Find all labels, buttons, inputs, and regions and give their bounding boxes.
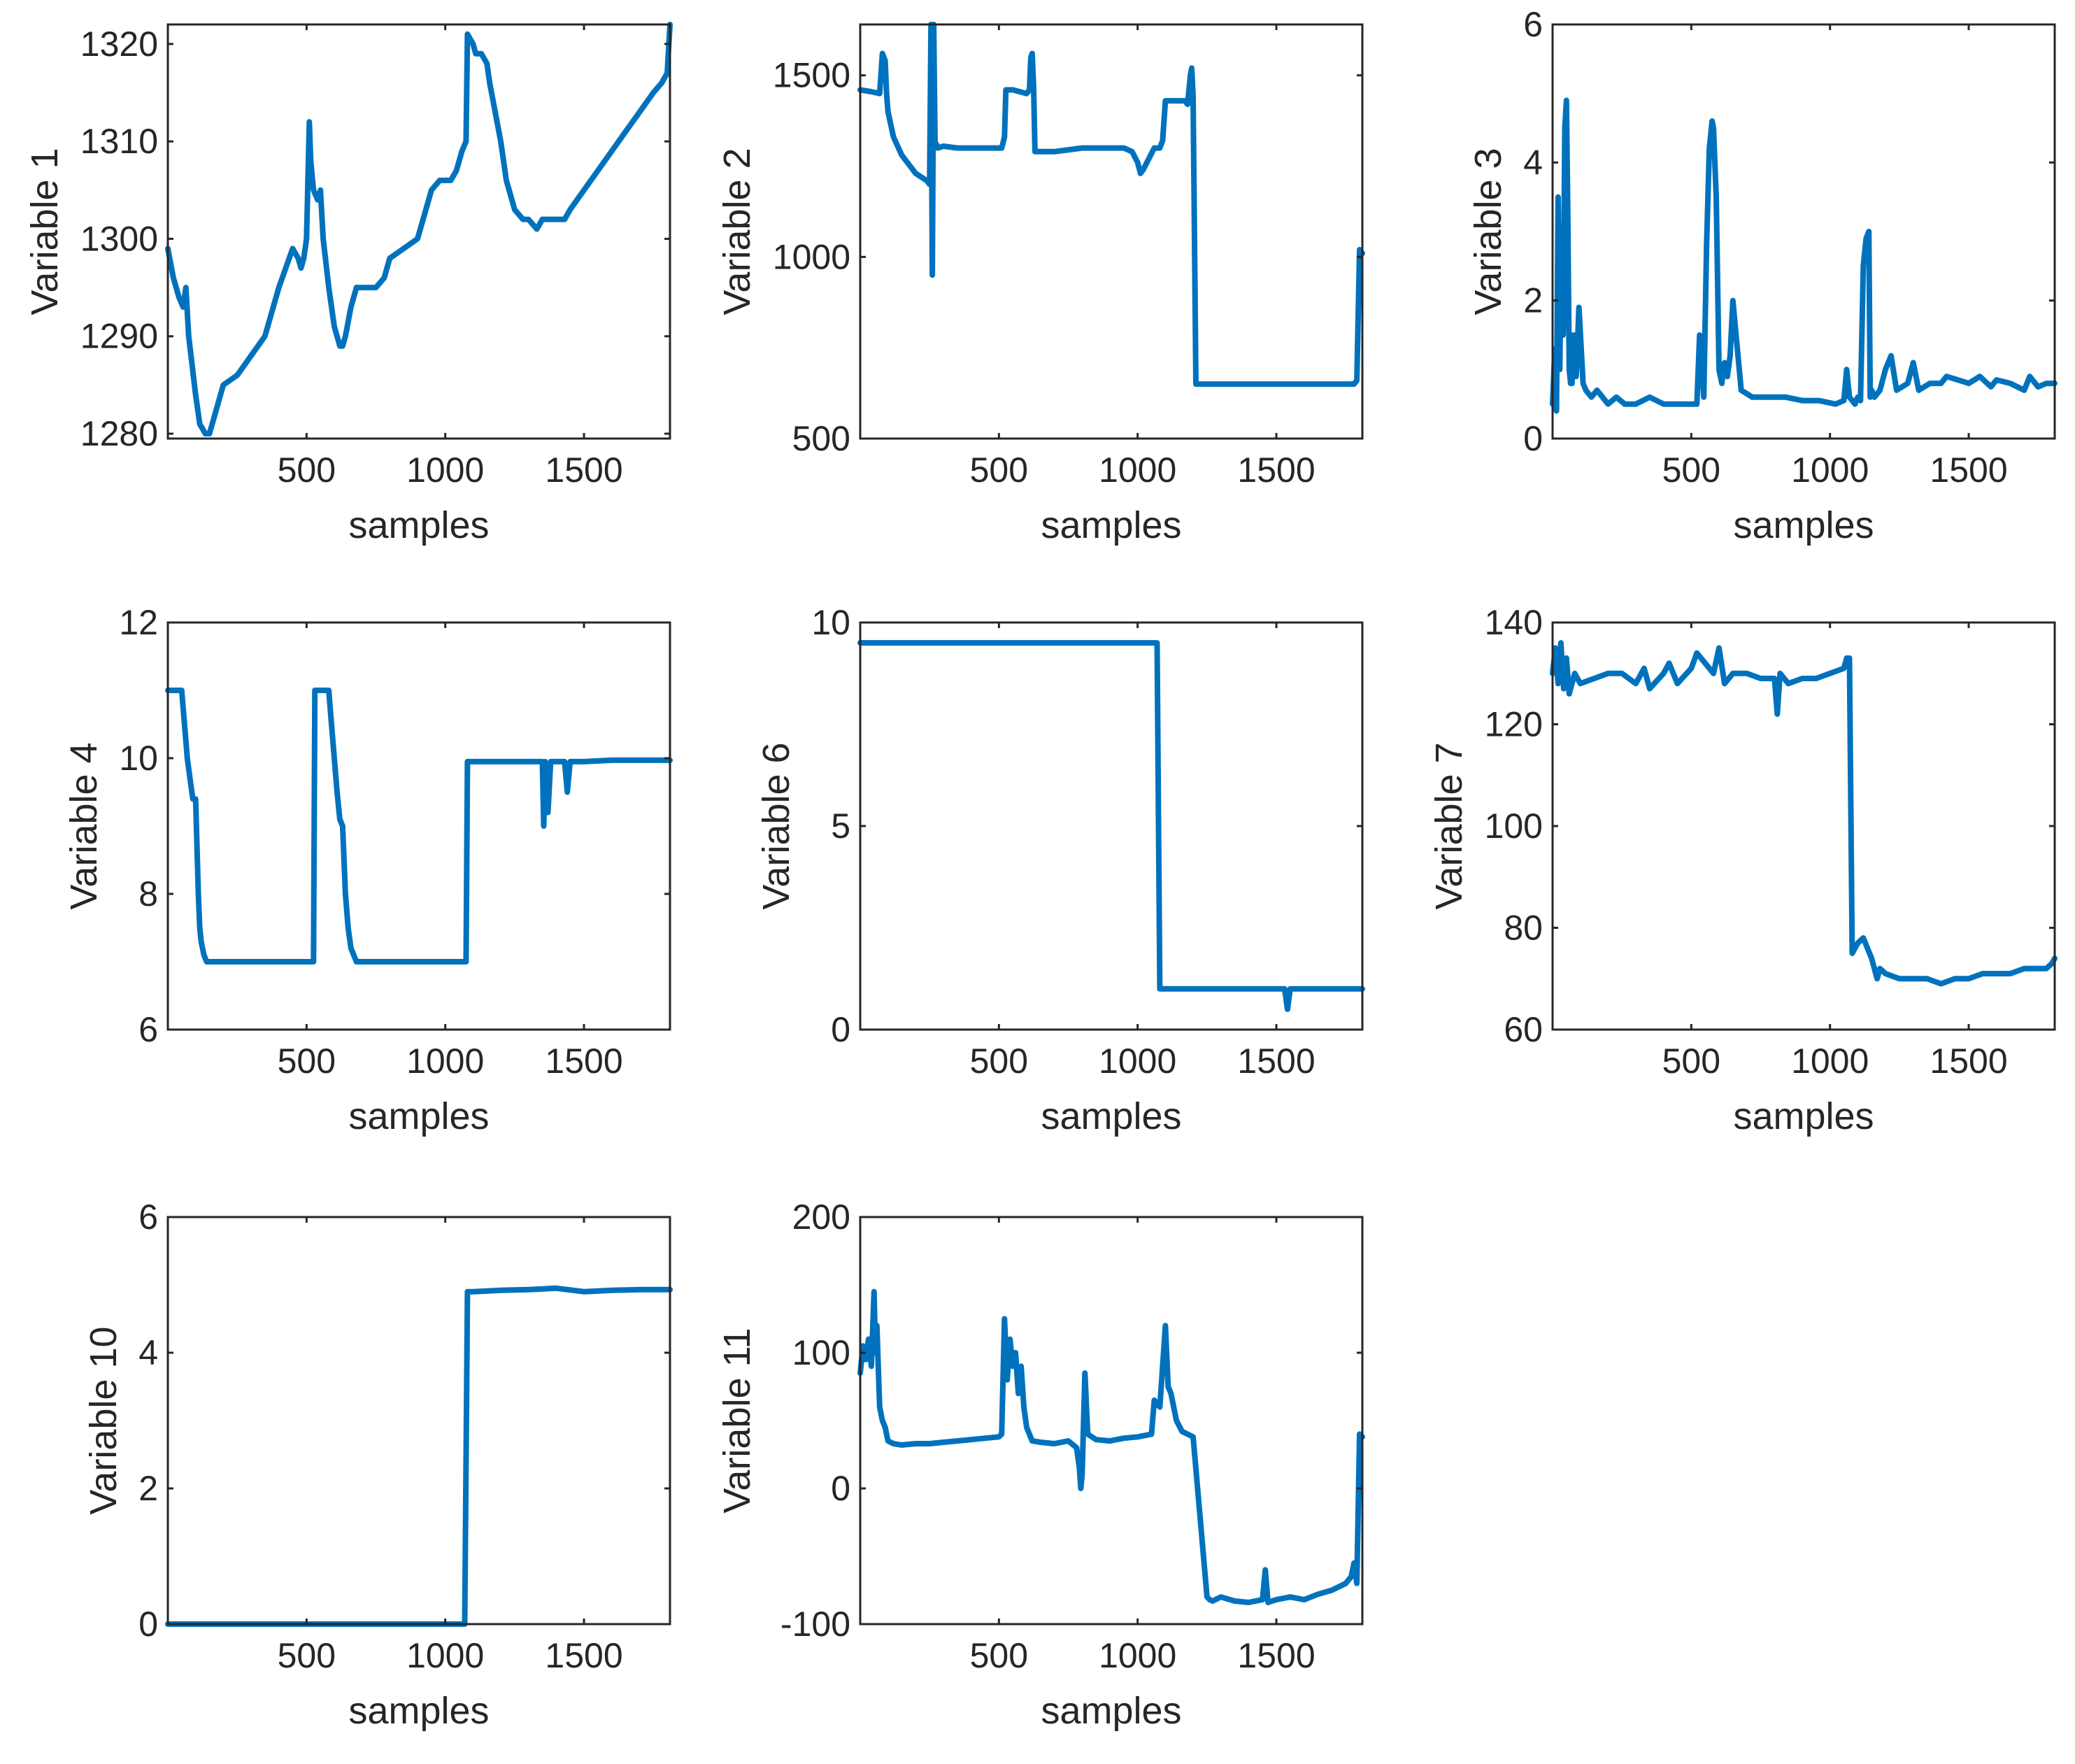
y-tick-label: 1000 xyxy=(773,237,850,276)
y-axis-label: Variable 6 xyxy=(755,742,797,909)
y-tick-label: 6 xyxy=(1523,5,1543,44)
y-axis-label: Variable 2 xyxy=(716,148,758,315)
y-axis-label: Variable 10 xyxy=(83,1326,124,1514)
x-tick-label: 1500 xyxy=(1237,450,1315,490)
subplot-variable-11: 500 1000 1500 -100 0 100 200 samples Variable 11 xyxy=(716,1197,1365,1732)
y-tick-label: 0 xyxy=(831,1010,850,1049)
x-tick-label: 1000 xyxy=(1791,450,1869,490)
subplot-variable-6: 500 1000 1500 0 5 10 samples Variable 6 xyxy=(755,603,1365,1137)
y-tick-label: 60 xyxy=(1504,1010,1543,1049)
series-line-7-1 xyxy=(165,1285,673,1627)
y-tick-label: 12 xyxy=(119,603,158,642)
y-tick-label: 1320 xyxy=(80,24,158,64)
y-tick-label: 10 xyxy=(811,603,850,642)
x-tick-label: 1000 xyxy=(406,1636,484,1675)
x-tick-label: 500 xyxy=(970,1041,1028,1081)
y-tick-label: 2 xyxy=(138,1469,158,1508)
x-tick-label: 500 xyxy=(278,1041,336,1081)
x-tick-label: 1000 xyxy=(1099,1636,1176,1675)
x-tick-label: 1500 xyxy=(1930,450,2007,490)
x-tick-label: 1000 xyxy=(1099,450,1176,490)
y-tick-label: 140 xyxy=(1485,603,1543,642)
y-axis-label: Variable 7 xyxy=(1428,742,1470,909)
series-line-5-1 xyxy=(857,640,1365,1012)
x-axis-label: samples xyxy=(1733,504,1874,546)
y-tick-label: 2 xyxy=(1523,281,1543,320)
y-tick-label: 8 xyxy=(138,874,158,913)
y-tick-label: 1500 xyxy=(773,56,850,95)
y-tick-label: 1300 xyxy=(80,219,158,258)
y-tick-label: 80 xyxy=(1504,909,1543,948)
y-axis-label: Variable 4 xyxy=(63,742,105,909)
x-tick-label: 1500 xyxy=(545,1636,622,1675)
subplot-variable-2: 500 1000 1500 500 1000 1500 samples Variable 2 xyxy=(716,22,1365,546)
y-tick-label: 0 xyxy=(1523,419,1543,458)
y-axis-label: Variable 1 xyxy=(24,148,66,315)
series-line-3-1 xyxy=(1550,97,2058,414)
x-tick-label: 500 xyxy=(970,450,1028,490)
y-tick-label: 5 xyxy=(831,806,850,846)
series-line-2-1 xyxy=(857,22,1365,387)
x-tick-label: 1000 xyxy=(406,450,484,490)
y-tick-label: 0 xyxy=(138,1605,158,1644)
x-tick-label: 1500 xyxy=(1237,1636,1315,1675)
y-tick-label: 500 xyxy=(792,419,850,458)
x-axis-label: samples xyxy=(1733,1095,1874,1137)
y-tick-label: 120 xyxy=(1485,705,1543,744)
y-axis-label: Variable 11 xyxy=(716,1328,758,1513)
x-axis-label: samples xyxy=(348,504,489,546)
series-line-4-1 xyxy=(165,688,673,965)
x-tick-label: 500 xyxy=(278,1636,336,1675)
subplot-variable-10: 500 1000 1500 0 2 4 6 samples Variable 10 xyxy=(83,1197,673,1732)
x-axis-label: samples xyxy=(1041,1095,1181,1137)
y-tick-label: 1310 xyxy=(80,122,158,161)
y-tick-label: 1290 xyxy=(80,317,158,356)
axes-frame xyxy=(166,23,671,440)
series-line-1-1 xyxy=(165,22,673,436)
x-tick-label: 500 xyxy=(278,450,336,490)
y-tick-label: 4 xyxy=(138,1333,158,1372)
x-tick-label: 1500 xyxy=(545,450,622,490)
axes-frame xyxy=(859,23,1364,440)
y-tick-label: 6 xyxy=(138,1010,158,1049)
y-tick-label: 10 xyxy=(119,739,158,778)
x-tick-label: 500 xyxy=(1662,450,1720,490)
y-tick-label: 100 xyxy=(1485,806,1543,846)
y-tick-label: 6 xyxy=(138,1197,158,1237)
x-tick-label: 500 xyxy=(970,1636,1028,1675)
y-tick-label: 4 xyxy=(1523,143,1543,182)
series-line-6-1 xyxy=(1550,640,2058,987)
axes-frame xyxy=(166,621,671,1031)
axes-frame xyxy=(1551,23,2056,440)
axes-frame xyxy=(859,621,1364,1031)
subplot-variable-1: 500 1000 1500 1280 1290 1300 1310 1320 samples Va… xyxy=(24,22,673,546)
y-axis-label: Variable 3 xyxy=(1467,148,1509,315)
x-axis-label: samples xyxy=(348,1690,489,1732)
subplot-variable-4: 500 1000 1500 6 8 10 12 samples Variable 4 xyxy=(63,603,673,1137)
subplot-variable-3: 500 1000 1500 0 2 4 6 samples Variable 3 xyxy=(1467,5,2058,546)
x-tick-label: 1000 xyxy=(1791,1041,1869,1081)
x-tick-label: 1000 xyxy=(406,1041,484,1081)
y-tick-label: -100 xyxy=(780,1605,850,1644)
y-tick-label: 100 xyxy=(792,1333,850,1372)
axes-frame xyxy=(1551,621,2056,1031)
subplot-variable-7: 500 1000 1500 60 80 100 120 140 samples Variable … xyxy=(1428,603,2058,1137)
y-tick-label: 200 xyxy=(792,1197,850,1237)
y-tick-label: 1280 xyxy=(80,414,158,453)
x-tick-label: 1500 xyxy=(1237,1041,1315,1081)
y-tick-label: 0 xyxy=(831,1469,850,1508)
x-axis-label: samples xyxy=(1041,1690,1181,1732)
axes-frame xyxy=(166,1216,671,1626)
x-tick-label: 500 xyxy=(1662,1041,1720,1081)
axes-frame xyxy=(859,1216,1364,1626)
x-axis-label: samples xyxy=(348,1095,489,1137)
x-axis-label: samples xyxy=(1041,504,1181,546)
series-line-8-1 xyxy=(857,1288,1365,1605)
x-tick-label: 1500 xyxy=(1930,1041,2007,1081)
x-tick-label: 1000 xyxy=(1099,1041,1176,1081)
x-tick-label: 1500 xyxy=(545,1041,622,1081)
